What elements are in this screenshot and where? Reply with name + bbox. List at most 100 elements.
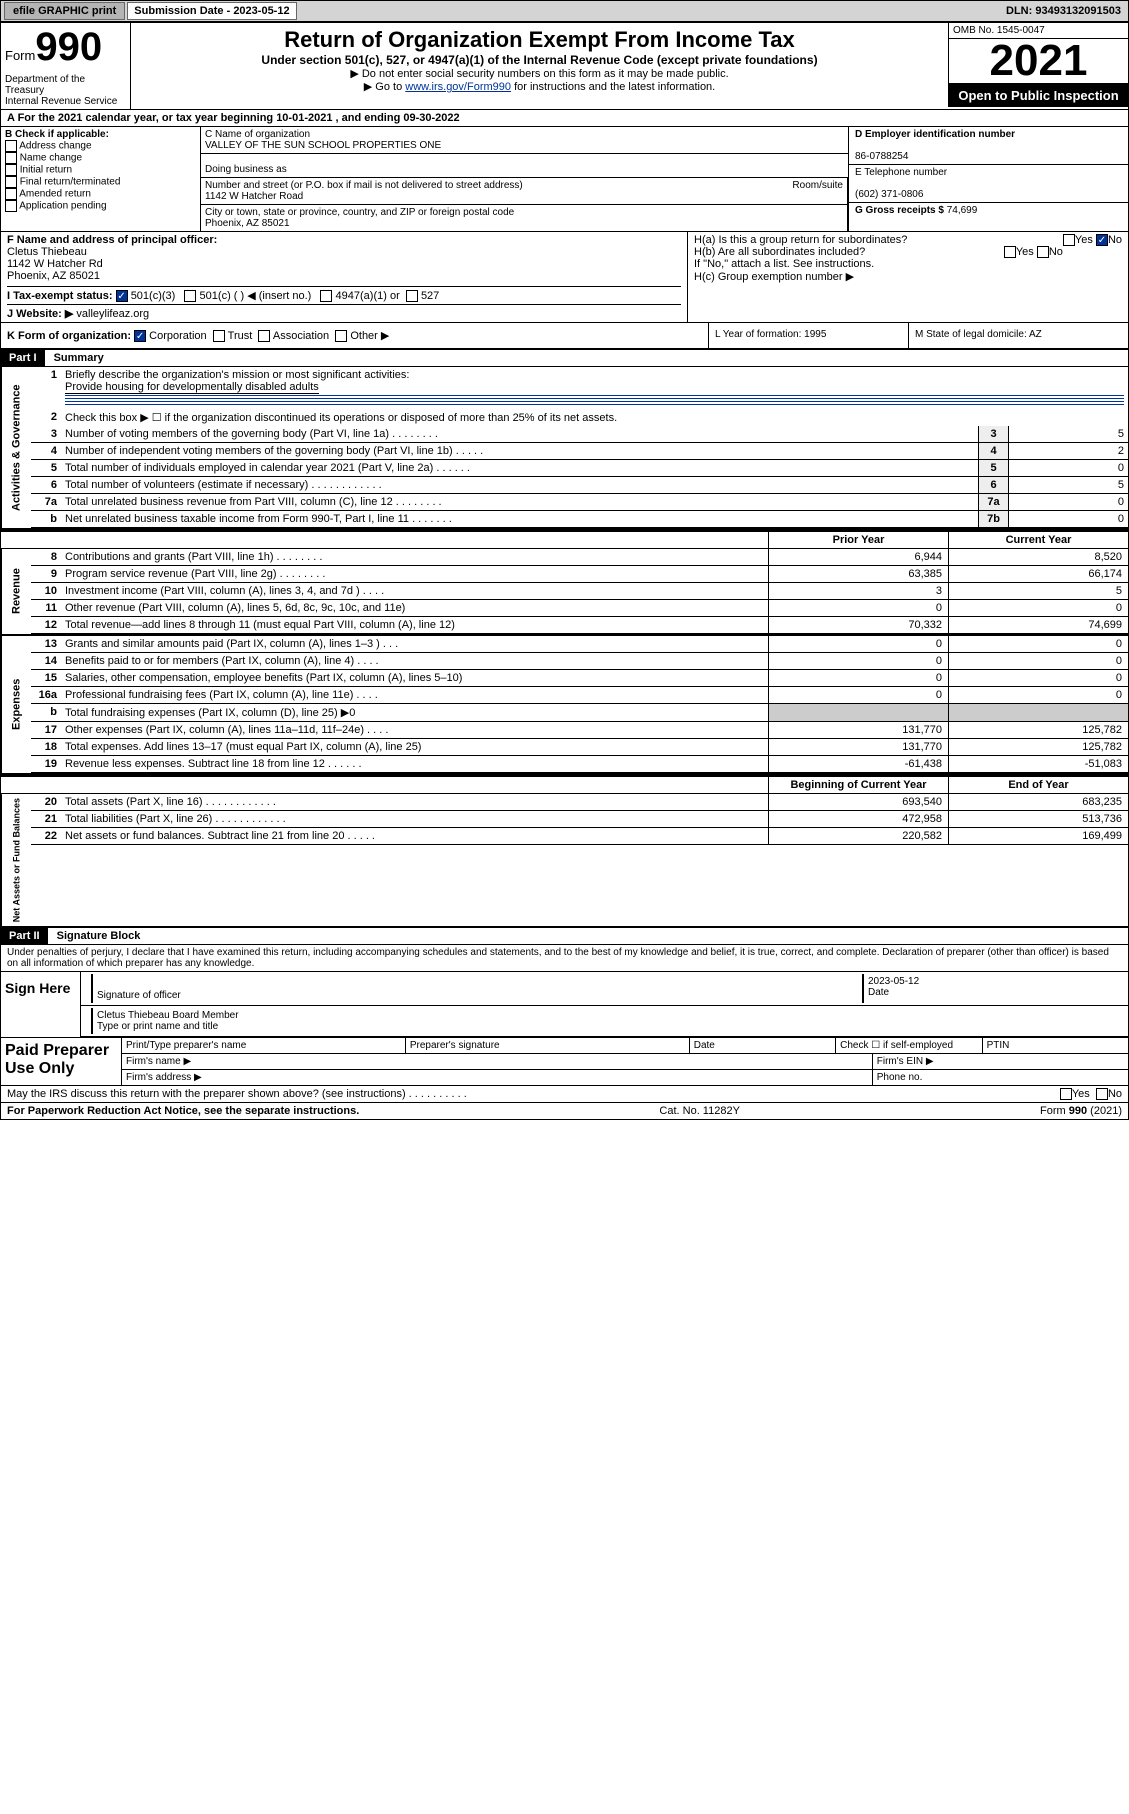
table-row: 8 Contributions and grants (Part VIII, l… [31,549,1128,566]
dba-label: Doing business as [201,154,848,178]
officer-street: 1142 W Hatcher Rd [7,258,103,270]
table-row: 10 Investment income (Part VIII, column … [31,583,1128,600]
sign-here-label: Sign Here [1,972,81,1037]
declaration-text: Under penalties of perjury, I declare th… [1,945,1128,971]
table-row: 19 Revenue less expenses. Subtract line … [31,756,1128,773]
dln-label: DLN: 93493132091503 [1000,5,1127,17]
officer-name-title: Cletus Thiebeau Board Member [97,1010,239,1021]
table-row: 9 Program service revenue (Part VIII, li… [31,566,1128,583]
website-value: valleylifeaz.org [76,308,149,320]
ha-label: H(a) Is this a group return for subordin… [694,234,907,246]
table-row: 22 Net assets or fund balances. Subtract… [31,828,1128,845]
tel-label: E Telephone number [855,167,947,178]
table-row: b Net unrelated business taxable income … [31,511,1128,528]
irs-link[interactable]: www.irs.gov/Form990 [405,81,511,93]
form-title: Return of Organization Exempt From Incom… [135,27,944,53]
form-label: Form990 [5,48,102,63]
paid-preparer-label: Paid Preparer Use Only [1,1038,121,1085]
hc-label: H(c) Group exemption number ▶ [694,270,1122,283]
side-label-revenue: Revenue [1,549,31,634]
table-row: 4 Number of independent voting members o… [31,443,1128,460]
city-value: Phoenix, AZ 85021 [205,218,290,229]
row-a-tax-year: A For the 2021 calendar year, or tax yea… [1,110,1128,127]
form-subtitle: Under section 501(c), 527, or 4947(a)(1)… [135,53,944,67]
table-row: 18 Total expenses. Add lines 13–17 (must… [31,739,1128,756]
table-row: 3 Number of voting members of the govern… [31,426,1128,443]
table-row: 5 Total number of individuals employed i… [31,460,1128,477]
name-title-label: Type or print name and title [97,1021,218,1032]
c-name-label: C Name of organization [205,129,310,140]
part-i-header: Part I [1,350,45,366]
hb-label: H(b) Are all subordinates included? [694,246,865,258]
paperwork-notice: For Paperwork Reduction Act Notice, see … [7,1105,359,1117]
org-name: VALLEY OF THE SUN SCHOOL PROPERTIES ONE [205,140,441,151]
check-icon: ✓ [116,290,128,302]
form-990: Form990 Department of the Treasury Inter… [0,22,1129,1120]
efile-print-button[interactable]: efile GRAPHIC print [4,2,125,20]
l2-text: Check this box ▶ ☐ if the organization d… [61,409,1128,426]
k-form-org: K Form of organization: ✓ Corporation Tr… [1,323,708,348]
table-row: b Total fundraising expenses (Part IX, c… [31,704,1128,722]
tax-year: 2021 [948,39,1128,84]
table-row: 17 Other expenses (Part IX, column (A), … [31,722,1128,739]
table-row: 14 Benefits paid to or for members (Part… [31,653,1128,670]
phone-label: Phone no. [873,1070,1128,1085]
table-row: 13 Grants and similar amounts paid (Part… [31,636,1128,653]
hb-note: If "No," attach a list. See instructions… [694,258,1122,270]
may-discuss: May the IRS discuss this return with the… [7,1088,467,1100]
col-beginning: Beginning of Current Year [768,777,948,793]
sig-date-value: 2023-05-12 [868,976,919,987]
l1-label: Briefly describe the organization's miss… [65,369,409,381]
ein-label: D Employer identification number [855,129,1015,140]
cat-no: Cat. No. 11282Y [659,1105,740,1117]
l-year: L Year of formation: 1995 [708,323,908,348]
firm-name-label: Firm's name ▶ [122,1054,873,1069]
part-i-title: Summary [48,350,110,366]
col-prior-year: Prior Year [768,532,948,548]
i-label: I Tax-exempt status: [7,290,113,302]
m-state: M State of legal domicile: AZ [908,323,1128,348]
gross-label: G Gross receipts $ [855,205,944,216]
ptin-label: PTIN [983,1038,1128,1053]
gross-value: 74,699 [947,205,978,216]
city-label: City or town, state or province, country… [205,207,514,218]
f-label: F Name and address of principal officer: [7,234,217,246]
officer-city: Phoenix, AZ 85021 [7,270,100,282]
table-row: 6 Total number of volunteers (estimate i… [31,477,1128,494]
col-current-year: Current Year [948,532,1128,548]
pt-name-label: Print/Type preparer's name [122,1038,406,1053]
street-label: Number and street (or P.O. box if mail i… [205,180,523,191]
sig-date-label: Date [868,987,889,998]
street-value: 1142 W Hatcher Road [205,191,303,202]
table-row: 20 Total assets (Part X, line 16) . . . … [31,794,1128,811]
sig-officer-label: Signature of officer [97,990,181,1001]
section-b-check: B Check if applicable: Address change Na… [1,127,201,231]
tel-value: (602) 371-0806 [855,189,923,200]
open-inspection: Open to Public Inspection [948,84,1128,107]
table-row: 7a Total unrelated business revenue from… [31,494,1128,511]
pt-check-label: Check ☐ if self-employed [836,1038,982,1053]
officer-name: Cletus Thiebeau [7,246,87,258]
l1-value: Provide housing for developmentally disa… [65,381,319,394]
form-no-footer: Form 990 (2021) [1040,1105,1122,1117]
firm-addr-label: Firm's address ▶ [122,1070,873,1085]
part-ii-title: Signature Block [51,928,147,944]
form-note1: ▶ Do not enter social security numbers o… [135,67,944,80]
ein-value: 86-0788254 [855,151,908,162]
table-row: 15 Salaries, other compensation, employe… [31,670,1128,687]
table-row: 12 Total revenue—add lines 8 through 11 … [31,617,1128,634]
form-note2: ▶ Go to www.irs.gov/Form990 for instruct… [135,80,944,93]
table-row: 11 Other revenue (Part VIII, column (A),… [31,600,1128,617]
room-label: Room/suite [792,180,843,191]
pt-date-label: Date [690,1038,836,1053]
side-label-net: Net Assets or Fund Balances [1,794,31,926]
pt-sig-label: Preparer's signature [406,1038,690,1053]
topbar: efile GRAPHIC print Submission Date - 20… [0,0,1129,22]
side-label-expenses: Expenses [1,636,31,773]
side-label-governance: Activities & Governance [1,367,31,528]
submission-date: Submission Date - 2023-05-12 [127,2,296,20]
col-end: End of Year [948,777,1128,793]
j-label: J Website: ▶ [7,308,73,320]
firm-ein-label: Firm's EIN ▶ [873,1054,1128,1069]
table-row: 16a Professional fundraising fees (Part … [31,687,1128,704]
